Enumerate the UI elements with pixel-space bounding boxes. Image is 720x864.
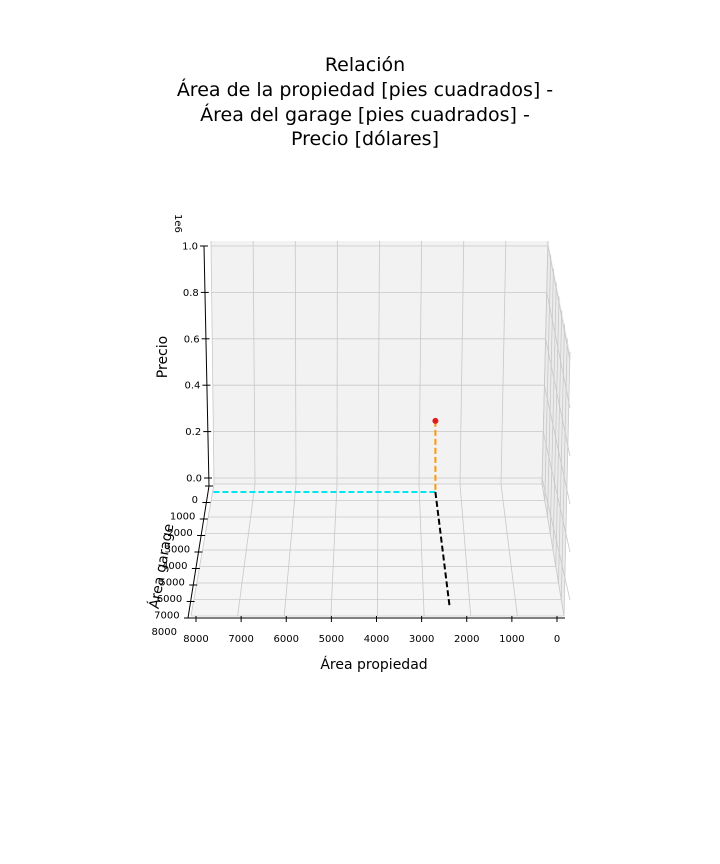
grid-line-z-side	[547, 245, 571, 361]
grid-line-y-wall	[555, 310, 563, 567]
grid-line-z-side	[545, 338, 571, 457]
grid-line-y-wall	[544, 254, 552, 501]
grid-line-x-wall	[500, 240, 507, 485]
y-tick-label: 7000	[154, 611, 179, 622]
z-tick-label: 0.2	[185, 427, 201, 438]
x-axis-label: Área propiedad	[320, 656, 427, 673]
y-tick-label: 5000	[159, 578, 184, 589]
grid-line-z-side	[544, 385, 571, 505]
y-tick-label: 0	[192, 495, 198, 506]
z-tick-label: 0.8	[183, 288, 199, 299]
grid-line-z-side	[542, 431, 571, 553]
data-point	[432, 417, 439, 424]
grid-line-z-side	[541, 477, 571, 601]
y-tick-label: 2000	[167, 528, 192, 539]
x-tick-label: 7000	[228, 634, 253, 645]
z-tick-label: 0.0	[186, 474, 202, 485]
data-marks	[213, 417, 451, 609]
x-tick-label: 5000	[319, 634, 344, 645]
z-tick-label: 0.6	[184, 334, 200, 345]
z-offset-label: 1e6	[172, 214, 183, 233]
z-tick-label: 1.0	[182, 242, 198, 253]
x-tick-label: 6000	[274, 634, 299, 645]
chart-title-line-1: Relación	[324, 54, 406, 76]
grid-line-x-wall	[418, 240, 423, 485]
grid-line-y-wall	[552, 296, 560, 551]
x-tick-label: 0	[554, 634, 560, 645]
axis-ticks: 0.0 0.2 0.4 0.6 0.8 1.0 0 1000 2000 3000 4000 5000 6…	[152, 242, 561, 646]
x-tick-label: 1000	[499, 634, 524, 645]
grid-line-y-wall	[558, 324, 565, 584]
y-tick-label: 8000	[152, 627, 177, 638]
y-tick-label: 1000	[170, 512, 195, 523]
chart-title-line-3: Área del garage [pies cuadrados] -	[200, 104, 530, 126]
grid-line-x-wall	[294, 240, 297, 485]
chart-title-line-4: Precio [dólares]	[290, 128, 439, 150]
y-tick-label: 3000	[165, 545, 190, 556]
y-guide-line	[434, 491, 451, 609]
grid-line-y-wall	[563, 351, 571, 617]
x-tick-label: 4000	[364, 634, 389, 645]
x-tick-label: 2000	[454, 634, 479, 645]
grid-lines	[190, 240, 571, 617]
grid-line-y-wall	[560, 338, 568, 600]
z-axis-label: Precio	[155, 336, 171, 378]
grid-line-x-wall	[252, 240, 256, 485]
grid-line-x-wall	[377, 240, 380, 485]
z-axis-line	[203, 245, 210, 487]
grid-line-x-wall	[210, 240, 215, 485]
grid-line-y-wall	[541, 240, 549, 485]
x-tick-label: 8000	[183, 634, 208, 645]
grid-line-y-wall	[547, 268, 554, 518]
y-tick-label: 6000	[157, 594, 182, 605]
x-tick-label: 3000	[409, 634, 434, 645]
grid-line-z-side	[546, 292, 571, 409]
grid-line-y-wall	[549, 282, 557, 534]
chart-title-line-2: Área de la propiedad [pies cuadrados] -	[176, 79, 554, 101]
y-tick-label: 4000	[162, 561, 187, 572]
z-tick-label: 0.4	[184, 381, 200, 392]
grid-line-x-wall	[459, 240, 465, 485]
